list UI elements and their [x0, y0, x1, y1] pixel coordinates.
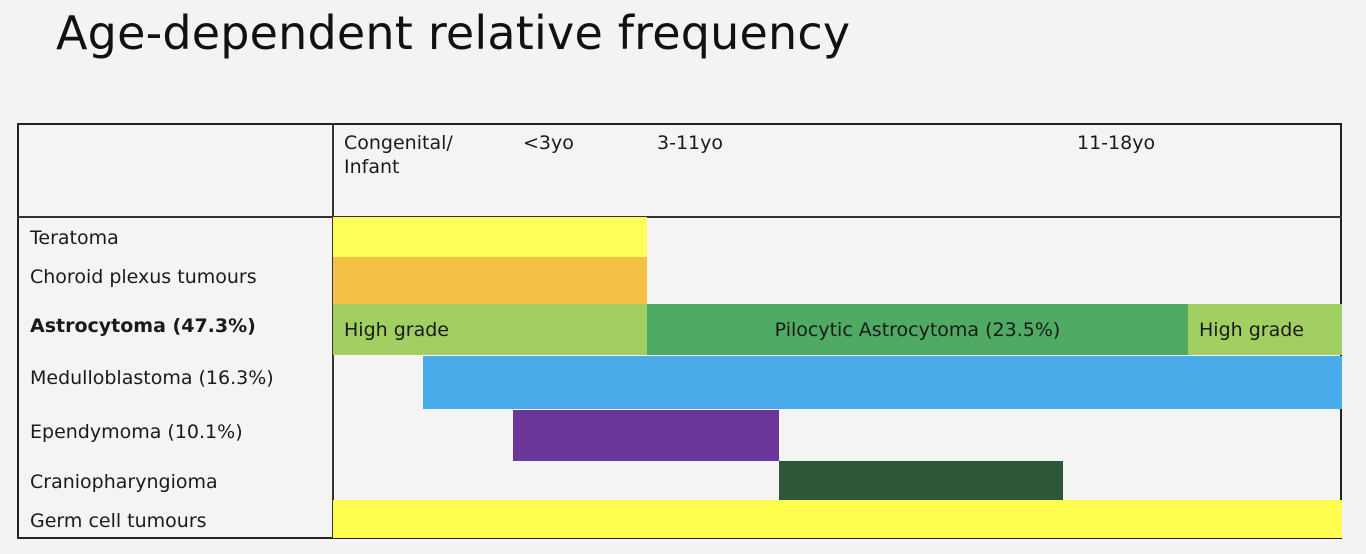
bar-teratoma: [333, 217, 647, 257]
bar-ependymoma: [513, 410, 779, 461]
bar-craniopharyngioma: [779, 461, 1063, 500]
row-label-medulloblastoma: Medulloblastoma (16.3%): [30, 367, 274, 389]
bar-medulloblastoma: [423, 356, 1342, 409]
row-label-ependymoma: Ependymoma (10.1%): [30, 421, 243, 443]
row-label-teratoma: Teratoma: [30, 227, 119, 249]
bar-germ-cell: [333, 500, 1342, 538]
bar-label-pilocytic: Pilocytic Astrocytoma (23.5%): [774, 318, 1061, 341]
age-group-11-18: 11-18yo: [1077, 132, 1156, 154]
label-column-divider: [332, 123, 334, 539]
bar-astrocytoma-high-grade-early: High grade: [333, 304, 647, 355]
bar-label-high-grade: High grade: [344, 318, 449, 341]
row-label-choroid-plexus: Choroid plexus tumours: [30, 266, 257, 288]
bar-astrocytoma-high-grade-late: High grade: [1188, 304, 1342, 355]
bar-astrocytoma-pilocytic: Pilocytic Astrocytoma (23.5%): [647, 304, 1188, 355]
row-label-craniopharyngioma: Craniopharyngioma: [30, 471, 218, 493]
bar-choroid-plexus: [333, 257, 647, 304]
age-group-congenital-infant: Congenital/ Infant: [344, 132, 453, 178]
page-title: Age-dependent relative frequency: [56, 6, 851, 60]
age-group-3-11: 3-11yo: [657, 132, 723, 154]
row-label-germ-cell: Germ cell tumours: [30, 510, 207, 532]
header-divider: [17, 216, 1342, 218]
bar-label-high-grade: High grade: [1199, 318, 1304, 341]
age-group-under-3: <3yo: [523, 132, 574, 154]
row-label-astrocytoma: Astrocytoma (47.3%): [30, 315, 256, 337]
